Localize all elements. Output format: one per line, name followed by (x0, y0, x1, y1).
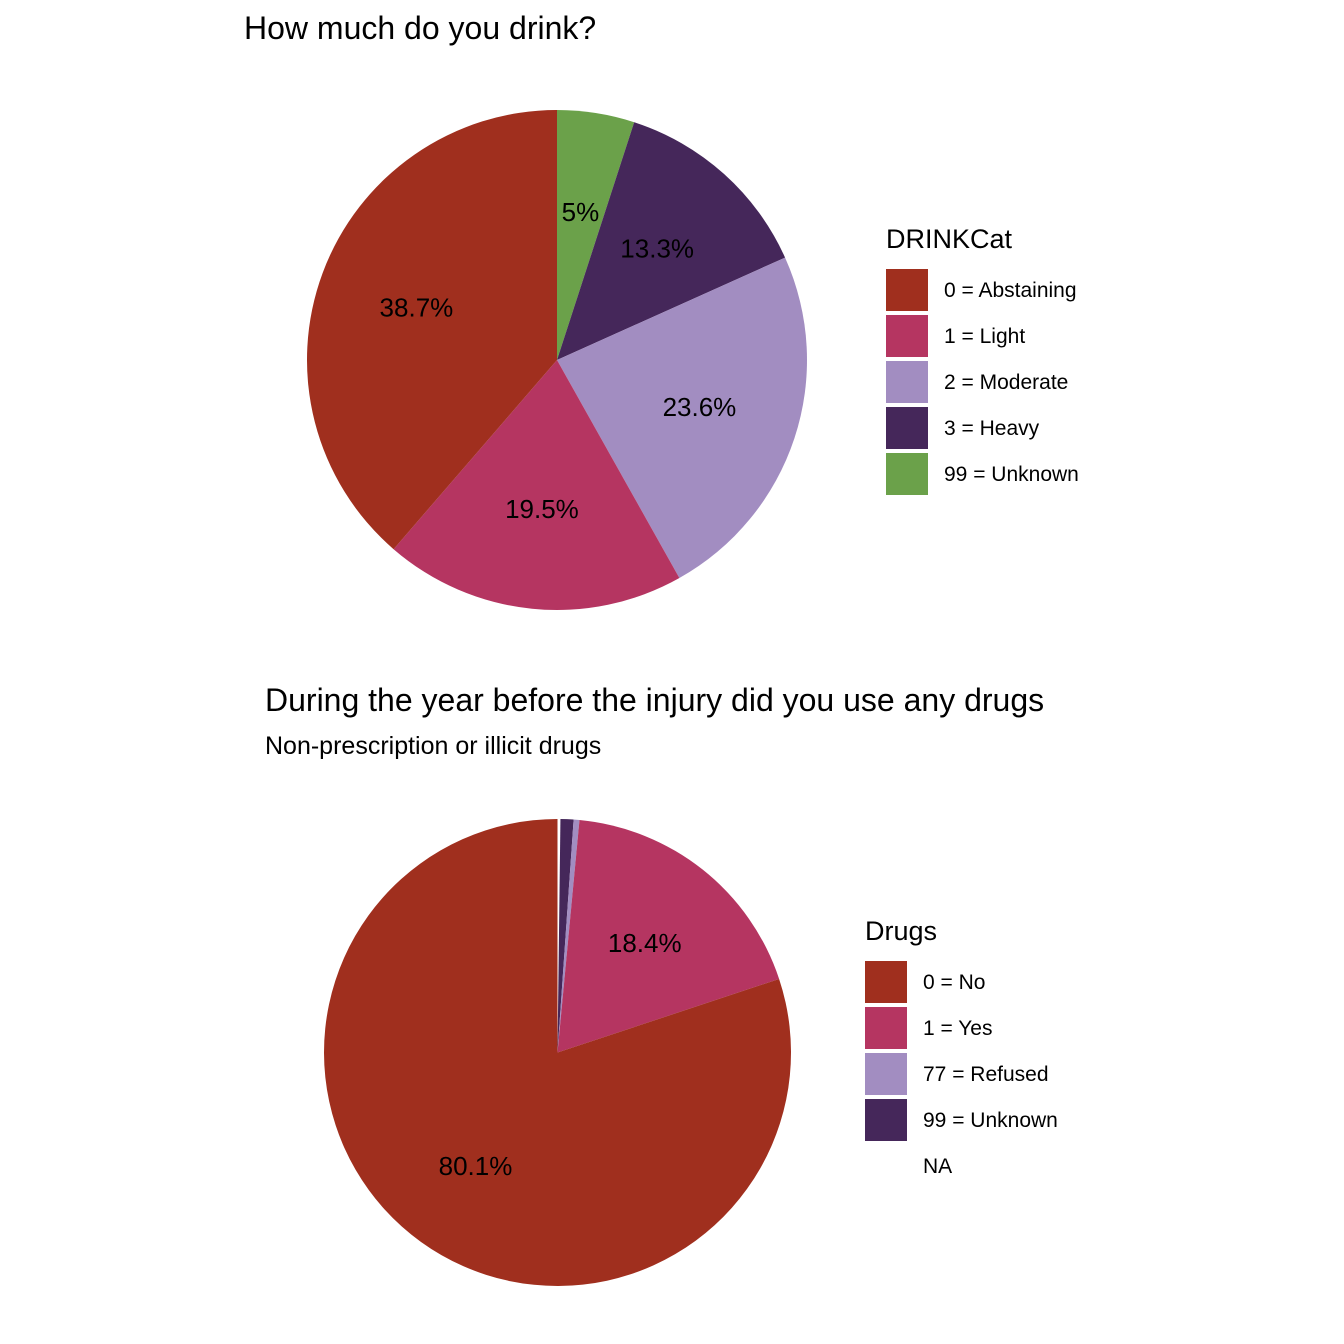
legend-label: 0 = No (923, 970, 986, 994)
legend-title: DRINKCat (886, 224, 1013, 254)
legend-swatch (865, 1099, 907, 1141)
pie-slice-0-abstaining (306, 110, 557, 550)
legend-swatch (865, 961, 907, 1003)
pie-slice-99-unknown (557, 110, 635, 360)
pie-slice-77-refused (557, 819, 580, 1053)
legend-item-99-unknown: 99 = Unknown (865, 1097, 1058, 1143)
legend-label: 2 = Moderate (944, 370, 1069, 394)
legend-label: 99 = Unknown (923, 1108, 1058, 1132)
legend-label: 99 = Unknown (944, 462, 1079, 486)
chart-title-drugs: During the year before the injury did yo… (265, 682, 1045, 718)
legend-swatch (865, 1007, 907, 1049)
pie-slice-99-unknown (557, 819, 574, 1053)
legend-swatch (886, 315, 928, 357)
legend-swatch (865, 1053, 907, 1095)
pie-value-label: 18.4% (608, 928, 682, 958)
pie-value-label: 80.1% (439, 1151, 513, 1181)
legend-item-77-refused: 77 = Refused (865, 1051, 1058, 1097)
pie-value-label: 38.7% (380, 293, 454, 323)
pie-value-label: 19.5% (505, 494, 579, 524)
legend-swatch (886, 361, 928, 403)
legend-drink: DRINKCat 0 = Abstaining 1 = Light 2 = Mode… (886, 226, 1079, 497)
pie-slice-0-no (324, 819, 791, 1286)
legend-label: 0 = Abstaining (944, 278, 1077, 302)
pie-value-label: 5% (562, 197, 600, 227)
legend-item-1-light: 1 = Light (886, 313, 1079, 359)
legend-label: 3 = Heavy (944, 416, 1040, 440)
legend-item-0-abstaining: 0 = Abstaining (886, 267, 1079, 313)
legend-item-0-no: 0 = No (865, 959, 1058, 1005)
legend-swatch (886, 407, 928, 449)
chart-subtitle-drugs: Non-prescription or illicit drugs (265, 732, 602, 760)
legend-item-na: NA (865, 1143, 1058, 1189)
legend-swatch (865, 1145, 907, 1187)
pie-slice-3-heavy (557, 122, 786, 360)
legend-swatch (886, 453, 928, 495)
legend-title: Drugs (865, 916, 938, 946)
legend-item-99-unknown: 99 = Unknown (886, 451, 1079, 497)
pie-value-label: 23.6% (663, 392, 737, 422)
legend-label: 1 = Yes (923, 1016, 993, 1040)
pie-chart-drugs: 18.4% 80.1% (324, 819, 791, 1286)
pie-slice-1-yes (557, 820, 780, 1053)
legend-label: 1 = Light (944, 324, 1026, 348)
pie-slice-1-light (393, 360, 680, 610)
legend-item-2-moderate: 2 = Moderate (886, 359, 1079, 405)
legend-label: 77 = Refused (923, 1062, 1049, 1086)
legend-drugs: Drugs 0 = No 1 = Yes 77 = Refused 99 = Unkn… (865, 918, 1058, 1189)
legend-item-3-heavy: 3 = Heavy (886, 405, 1079, 451)
pie-slice-2-moderate (557, 257, 807, 578)
pie-slice-na (557, 819, 561, 1053)
pie-value-label: 13.3% (620, 233, 694, 263)
legend-item-1-yes: 1 = Yes (865, 1005, 1058, 1051)
legend-label: NA (923, 1154, 953, 1178)
pie-chart-drink: 5% 13.3% 23.6% 19.5% 38.7% (306, 110, 807, 610)
chart-title-drink: How much do you drink? (244, 10, 597, 46)
legend-swatch (886, 269, 928, 311)
